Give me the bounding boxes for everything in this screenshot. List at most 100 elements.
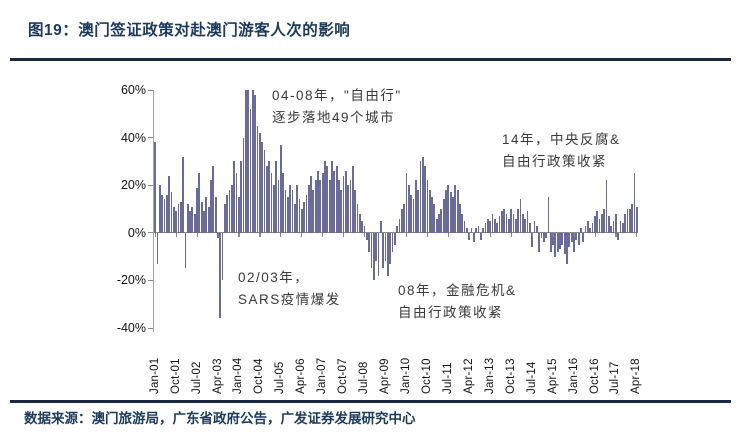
bar <box>214 197 217 233</box>
bar <box>459 204 461 233</box>
bar <box>396 225 399 233</box>
bar <box>587 220 589 233</box>
bar <box>445 189 447 233</box>
bar <box>331 161 333 233</box>
bar <box>438 213 440 233</box>
zero-axis-line <box>154 232 638 234</box>
bar <box>184 233 187 269</box>
bar <box>601 213 603 233</box>
bar <box>514 218 517 233</box>
bar <box>608 216 610 233</box>
bar <box>186 204 189 233</box>
bar <box>277 180 280 233</box>
bar <box>538 233 540 252</box>
bar <box>361 220 364 233</box>
bar <box>342 175 345 233</box>
bar <box>314 180 317 233</box>
bar <box>249 109 252 233</box>
bar <box>431 197 433 233</box>
bar <box>258 132 261 233</box>
bar <box>554 233 557 257</box>
bar <box>584 225 587 233</box>
bar <box>300 209 303 233</box>
y-tick-label: 0% <box>127 225 146 240</box>
chart-annotation: 14年，中央反腐& 自由行政策收紧 <box>502 129 621 173</box>
annotation-line: 逐步落地49个城市 <box>272 110 396 125</box>
bar <box>563 233 566 255</box>
x-axis-tick-mark <box>489 233 491 238</box>
bar <box>512 213 515 233</box>
bar <box>335 166 338 233</box>
annotation-line: 04-08年，"自由行" <box>272 88 402 103</box>
bar <box>400 209 403 233</box>
bar <box>503 209 506 233</box>
bar <box>368 233 371 252</box>
bar <box>317 170 319 233</box>
bar <box>631 204 634 233</box>
bar <box>221 233 224 281</box>
x-axis-tick-mark <box>510 233 512 238</box>
data-source: 数据来源：澳门旅游局，广东省政府公告，广发证券发展研究中心 <box>24 411 416 426</box>
x-tick-label: Jul-02 <box>190 361 203 394</box>
bar <box>635 206 638 233</box>
bar <box>279 144 282 233</box>
bar <box>591 223 594 233</box>
bar <box>289 185 291 233</box>
bar <box>224 204 226 233</box>
bar <box>261 142 264 233</box>
x-tick-label: Jan-10 <box>400 357 412 394</box>
bar <box>312 189 315 233</box>
bar <box>182 156 184 233</box>
bar <box>389 233 392 264</box>
bar <box>233 161 236 233</box>
x-axis-tick-mark <box>238 233 240 238</box>
x-axis-tick-mark <box>364 233 366 238</box>
bar <box>326 166 329 233</box>
bar <box>212 166 215 233</box>
y-axis-tick-mark <box>148 279 153 282</box>
bar <box>570 233 573 243</box>
annotation-line: 08年，金融危机& <box>398 283 517 298</box>
y-axis-tick-mark <box>148 232 153 234</box>
x-axis-tick-mark <box>259 233 261 238</box>
x-axis-tick-mark <box>280 233 282 238</box>
bar <box>347 185 350 233</box>
bar <box>619 220 622 233</box>
y-axis-tick-mark <box>148 327 153 329</box>
bar <box>291 189 294 233</box>
bar <box>305 194 308 233</box>
x-tick-label: Jan-13 <box>483 357 496 394</box>
x-tick-label: Apr-15 <box>546 358 559 394</box>
bar <box>433 204 436 233</box>
bar <box>428 189 431 233</box>
x-axis-tick-mark <box>301 233 303 238</box>
bar <box>345 170 347 233</box>
bar <box>379 220 382 233</box>
bar <box>263 149 266 233</box>
bar <box>540 233 543 238</box>
bar <box>363 225 366 233</box>
bar <box>352 166 354 233</box>
bar <box>156 233 159 264</box>
bar <box>435 218 438 233</box>
bar <box>168 175 170 233</box>
x-axis-tick-mark <box>468 233 470 238</box>
x-tick-label: Jan-16 <box>567 357 580 394</box>
y-axis-tick-mark <box>148 137 153 139</box>
bar <box>282 173 284 233</box>
chart-annotation: 02/03年， SARS疫情爆发 <box>238 267 341 311</box>
bar <box>200 201 203 233</box>
bar <box>626 209 629 233</box>
bar <box>605 180 608 233</box>
annotation-line: SARS疫情爆发 <box>238 292 341 307</box>
bar <box>203 211 205 233</box>
bar <box>559 233 561 250</box>
bar <box>251 90 254 233</box>
bar <box>324 161 326 233</box>
bar <box>384 233 387 262</box>
y-axis-tick-mark <box>148 89 153 91</box>
bar <box>547 197 550 233</box>
bar <box>240 161 243 233</box>
bar <box>480 233 482 240</box>
